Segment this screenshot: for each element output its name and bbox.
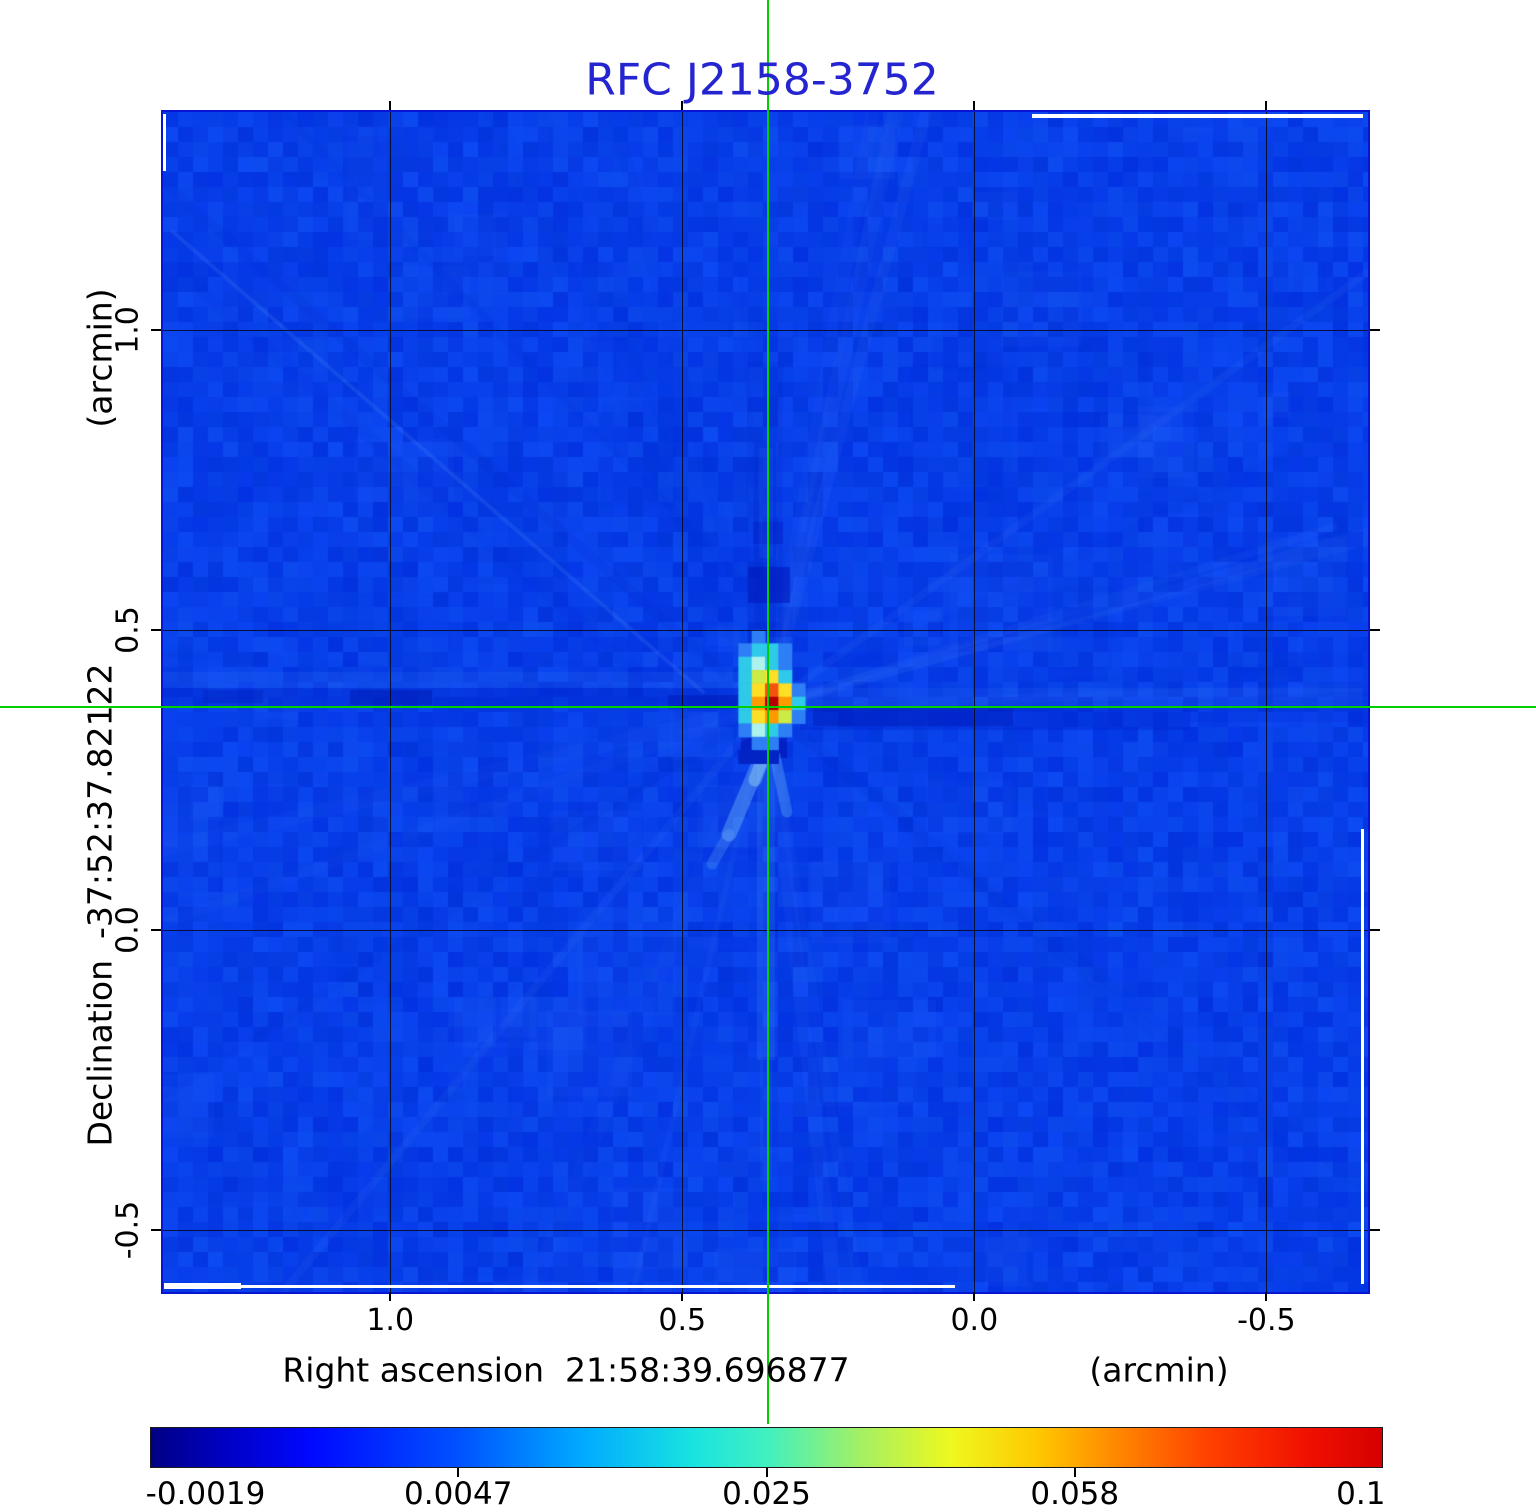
colorbar-tick-label: 0.025 [722,1476,811,1512]
grid-line-vertical [1266,112,1268,1292]
y-tick-mark-left [151,628,161,631]
y-tick-label: 0.5 [110,606,146,654]
sky-image-plot [161,110,1370,1294]
x-tick-label: 0.0 [950,1303,999,1338]
crosshair-horizontal-line [0,705,1536,708]
colorbar-tick-label: 0.058 [1030,1476,1120,1512]
x-tick-mark-top [1265,101,1268,110]
x-tick-mark-top [973,101,976,110]
sky-image [163,112,1368,1292]
y-tick-mark-right [1370,628,1380,631]
crosshair-vertical-line [766,0,769,1424]
grid-line-horizontal [163,629,1368,631]
y-tick-label: 0.0 [110,906,146,954]
colorbar-tick-mark [765,1468,768,1477]
x-tick-mark-bottom [681,1292,684,1301]
y-axis-label: Declination -37:52:37.82122 [80,663,120,1147]
x-tick-label: 0.5 [658,1303,707,1338]
grid-line-vertical [974,112,976,1292]
x-tick-label: 1.0 [366,1303,415,1338]
image-edge-white-artifact [1032,114,1363,118]
colorbar-tick-label: -0.0019 [145,1476,266,1512]
colorbar [150,1427,1383,1468]
x-axis-unit-label: (arcmin) [1089,1350,1229,1390]
x-axis-label: Right ascension 21:58:39.696877 [282,1350,850,1390]
y-tick-mark-right [1370,929,1380,932]
colorbar-tick-mark [1073,1468,1076,1477]
y-tick-mark-right [1370,328,1380,331]
y-tick-label: 1.0 [110,306,146,354]
image-edge-white-artifact [164,1285,955,1288]
grid-line-horizontal [163,930,1368,932]
y-tick-mark-right [1370,1229,1380,1232]
x-tick-mark-bottom [1265,1292,1268,1301]
colorbar-tick-mark [457,1468,460,1477]
grid-line-horizontal [163,329,1368,331]
grid-line-vertical [682,112,684,1292]
image-edge-white-artifact [1361,829,1364,1284]
colorbar-tick-label: 0.0047 [404,1476,513,1512]
x-tick-mark-top [681,101,684,110]
x-tick-label: -0.5 [1237,1303,1296,1338]
grid-line-vertical [390,112,392,1292]
y-tick-mark-left [151,1229,161,1232]
x-tick-mark-bottom [389,1292,392,1301]
figure-title: RFC J2158-3752 [585,54,939,106]
y-tick-mark-left [151,929,161,932]
grid-line-horizontal [163,1230,1368,1232]
image-edge-white-artifact [163,114,166,171]
colorbar-tick-label: 0.1 [1336,1476,1386,1512]
x-tick-mark-bottom [973,1292,976,1301]
y-tick-mark-left [151,328,161,331]
x-tick-mark-top [389,101,392,110]
y-tick-label: -0.5 [110,1200,146,1260]
